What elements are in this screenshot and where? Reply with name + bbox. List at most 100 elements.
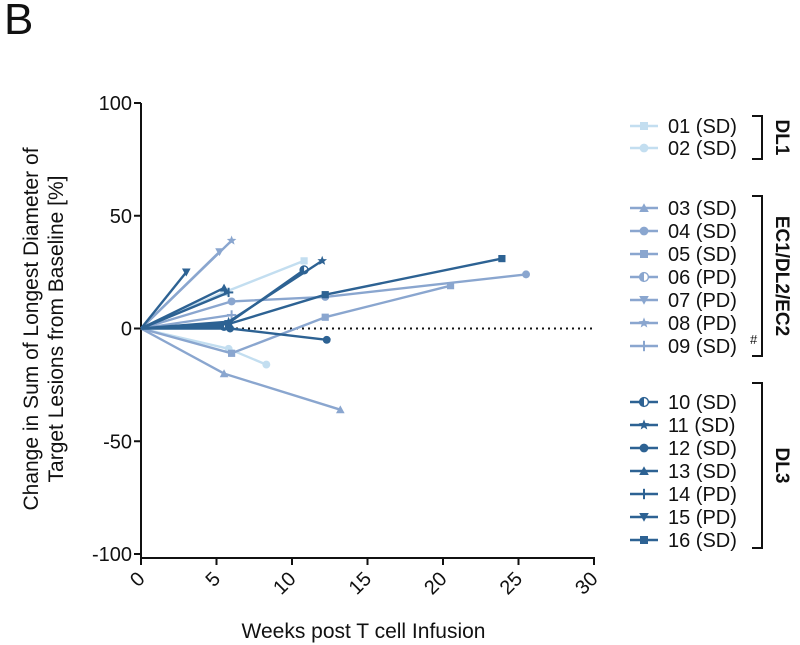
legend-marker [638, 317, 650, 328]
legend-label: 01 (SD) [668, 116, 737, 138]
legend-item-08: 08 (PD) [630, 313, 737, 335]
legend-item-01: 01 (SD) [630, 116, 737, 138]
data-point [300, 257, 308, 265]
x-tick-label-4: 20 [420, 568, 451, 599]
data-point [498, 254, 506, 263]
y-tick-label-1: -50 [103, 431, 132, 453]
legend-label: 11 (SD) [668, 415, 735, 437]
legend-marker [639, 203, 649, 212]
legend-note: # [750, 332, 758, 347]
series-16 [140, 254, 506, 330]
x-tick-label-0: 0 [126, 568, 149, 591]
legend-marker [638, 340, 650, 352]
y-axis-label: Change in Sum of Longest Diameter of Targ… [20, 147, 68, 510]
data-point [219, 369, 229, 378]
legend-label: 10 (SD) [668, 392, 737, 414]
series-line [140, 284, 451, 355]
x-axis-label: Weeks post T cell Infusion [242, 620, 486, 643]
panel-label: B [4, 0, 34, 44]
data-point [446, 282, 455, 290]
y-axis-label-line-0: Change in Sum of Longest Diameter of [20, 147, 43, 510]
series-14 [140, 287, 234, 330]
legend-item-15: 15 (PD) [630, 507, 737, 529]
series-line [140, 327, 341, 411]
x-tick-label-5: 25 [496, 568, 527, 599]
plot-area [140, 235, 531, 414]
y-tick-label-2: 0 [121, 319, 132, 341]
group-label: DL3 [771, 448, 792, 484]
data-point [321, 291, 329, 299]
data-point [226, 235, 237, 245]
data-point [317, 255, 327, 265]
group-bracket [752, 382, 763, 549]
data-point [228, 349, 236, 357]
legend-item-06: 06 (PD) [630, 267, 737, 289]
y-axis-label-line-1: Target Lesions from Baseline [%] [45, 176, 68, 483]
series-line [140, 291, 230, 330]
series-line [140, 239, 233, 330]
group-bracket [752, 195, 763, 357]
data-point [226, 310, 237, 320]
x-tick-label-6: 30 [571, 568, 602, 599]
group-label: EC1/DL2/EC2 [771, 216, 792, 336]
legend-marker [638, 396, 650, 408]
legend-item-02: 02 (SD) [630, 138, 737, 160]
data-point [321, 313, 329, 321]
legend-item-14: 14 (PD) [630, 484, 737, 506]
legend-marker [639, 226, 649, 236]
data-point [223, 287, 234, 298]
legend-label: 12 (SD) [668, 438, 737, 460]
data-point [224, 320, 233, 328]
legend-item-03: 03 (SD) [630, 198, 737, 220]
legend-item-04: 04 (SD) [630, 221, 737, 243]
legend-marker [639, 296, 649, 305]
legend-marker [640, 536, 648, 544]
legend-item-07: 07 (PD) [630, 290, 737, 312]
legend-marker [640, 122, 648, 130]
data-point [522, 270, 531, 279]
legend-label: 09 (SD) [668, 336, 737, 358]
legend-label: 06 (PD) [668, 267, 737, 289]
legend-label: 14 (PD) [668, 484, 737, 506]
x-tick-label-2: 10 [269, 568, 300, 599]
legend-label: 08 (PD) [668, 313, 737, 335]
legend-label: 13 (SD) [668, 461, 737, 483]
legend-label: 16 (SD) [668, 530, 737, 552]
legend-item-09: 09 (SD) # [630, 332, 758, 358]
x-tick-label-1: 5 [202, 568, 225, 591]
series-line [140, 273, 527, 330]
legend-marker [638, 419, 650, 430]
legend-marker [639, 513, 649, 522]
legend-marker [638, 271, 650, 283]
legend-group-2: DL3 [752, 382, 792, 549]
legend-item-16: 16 (SD) [630, 530, 737, 552]
series-line [140, 257, 503, 330]
legend-group-0: DL1 [752, 115, 792, 160]
group-label: DL1 [771, 120, 792, 156]
data-point [181, 268, 191, 277]
series-05 [140, 282, 455, 357]
group-bracket [752, 115, 763, 160]
legend-label: 03 (SD) [668, 198, 737, 220]
y-tick-label-3: 50 [110, 206, 132, 228]
x-tick-label-3: 15 [345, 568, 376, 599]
data-point [322, 335, 331, 344]
legend-label: 15 (PD) [668, 507, 737, 529]
legend-marker [638, 488, 650, 500]
legend-marker [639, 466, 649, 475]
legend-item-11: 11 (SD) [630, 415, 735, 437]
data-point [219, 283, 229, 292]
legend-marker [639, 443, 649, 453]
y-tick-label-0: -100 [92, 544, 132, 566]
y-tick-label-4: 100 [99, 93, 132, 115]
legend-item-13: 13 (SD) [630, 461, 737, 483]
data-point [336, 405, 345, 414]
data-point [227, 297, 236, 306]
legend-group-1: EC1/DL2/EC2 [752, 195, 792, 357]
series-08 [140, 235, 237, 330]
legend-label: 05 (SD) [668, 244, 737, 266]
legend-label: 02 (SD) [668, 138, 737, 160]
legend-marker [639, 143, 649, 153]
series-15 [140, 268, 191, 330]
